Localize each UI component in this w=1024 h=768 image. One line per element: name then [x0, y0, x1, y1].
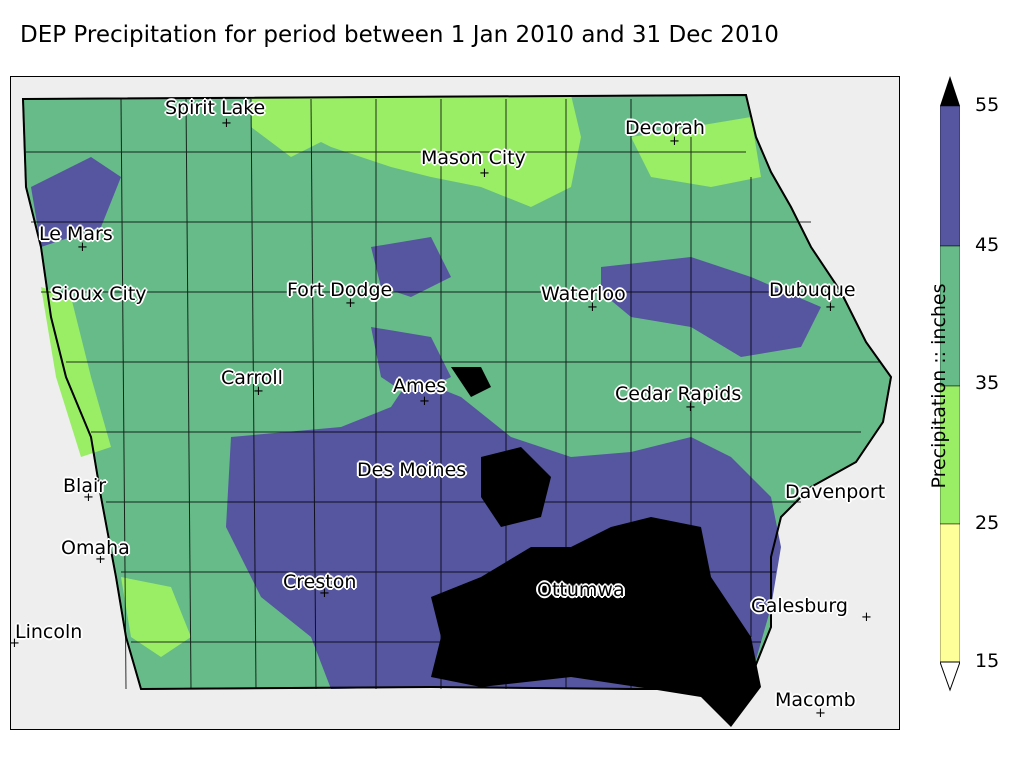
colorbar-tick-45: 45: [975, 234, 1000, 256]
city-marker-waterloo: +: [587, 300, 598, 315]
city-label-creston: Creston: [283, 571, 357, 593]
city-marker-spirit-lake: +: [221, 116, 232, 131]
city-marker-ottumwa: +: [587, 594, 598, 609]
city-marker-dubuque: +: [825, 300, 836, 315]
colorbar-tick-35: 35: [975, 372, 1000, 394]
precipitation-map: + + + + + + + + + + + + + + + + + + Spir…: [10, 76, 900, 730]
colorbar-tick-15: 15: [975, 650, 1000, 672]
colorbar-tick-55: 55: [975, 94, 1000, 116]
city-marker-macomb: +: [815, 706, 826, 721]
colorbar-title: Precipitation :: inches: [928, 283, 950, 489]
county-lines: [26, 98, 881, 690]
zone-over-55-se: [431, 517, 761, 727]
city-label-decorah: Decorah: [625, 117, 705, 139]
city-label-mason-city: Mason City: [421, 147, 526, 169]
zone-25-35-north: [291, 95, 581, 207]
city-label-davenport: Davenport: [785, 481, 886, 503]
city-marker-le-mars: +: [77, 240, 88, 255]
city-marker-fort-dodge: +: [345, 296, 356, 311]
city-marker-cedar-rapids: +: [685, 400, 696, 415]
city-marker-galesburg: +: [861, 610, 872, 625]
city-marker-creston: +: [319, 586, 330, 601]
zone-45-55-fortdodge: [371, 237, 451, 297]
city-label-macomb: Macomb: [775, 689, 856, 711]
city-label-cedar-rapids: Cedar Rapids: [615, 383, 742, 405]
colorbar-bin-45-55: [940, 105, 960, 247]
city-label-lincoln: Lincoln: [15, 621, 83, 643]
colorbar-bin-15-25: [940, 523, 960, 663]
city-marker-mason-city: +: [479, 166, 490, 181]
city-marker-decorah: +: [669, 134, 680, 149]
city-label-omaha: Omaha: [61, 537, 130, 559]
city-marker-carroll: +: [253, 384, 264, 399]
city-label-fort-dodge: Fort Dodge: [287, 279, 393, 301]
city-label-carroll: Carroll: [221, 367, 283, 389]
map-title: DEP Precipitation for period between 1 J…: [20, 22, 779, 48]
city-marker-lincoln: +: [10, 636, 20, 651]
colorbar: [940, 76, 960, 692]
iowa-outline: [21, 93, 893, 719]
city-label-spirit-lake: Spirit Lake: [165, 97, 266, 119]
city-label-ottumwa: Ottumwa: [537, 579, 625, 601]
city-label-waterloo: Waterloo: [541, 283, 626, 305]
city-label-des-moines: Des Moines: [357, 459, 467, 481]
city-marker-omaha: +: [95, 552, 106, 567]
city-label-dubuque: Dubuque: [769, 279, 856, 301]
zone-over-55-ames: [451, 367, 491, 397]
city-marker-des-moines: +: [415, 468, 426, 483]
city-label-blair: Blair: [63, 475, 107, 497]
iowa-map-svg: [11, 77, 899, 729]
city-marker-blair: +: [83, 490, 94, 505]
colorbar-extend-max: [940, 76, 960, 106]
zone-45-55-ne: [601, 257, 821, 357]
zone-45-55-nw: [31, 157, 121, 247]
city-marker-ames: +: [419, 394, 430, 409]
zone-25-35-west: [41, 287, 111, 457]
colorbar-extend-min: [940, 661, 960, 692]
city-label-ames: Ames: [393, 375, 447, 397]
zone-over-55-dm: [481, 447, 551, 527]
zone-25-35-sw: [121, 577, 191, 657]
city-label-galesburg: Galesburg: [751, 595, 848, 617]
city-label-le-mars: Le Mars: [39, 223, 113, 245]
city-label-sioux-city: Sioux City: [51, 283, 147, 305]
colorbar-tick-25: 25: [975, 512, 1000, 534]
